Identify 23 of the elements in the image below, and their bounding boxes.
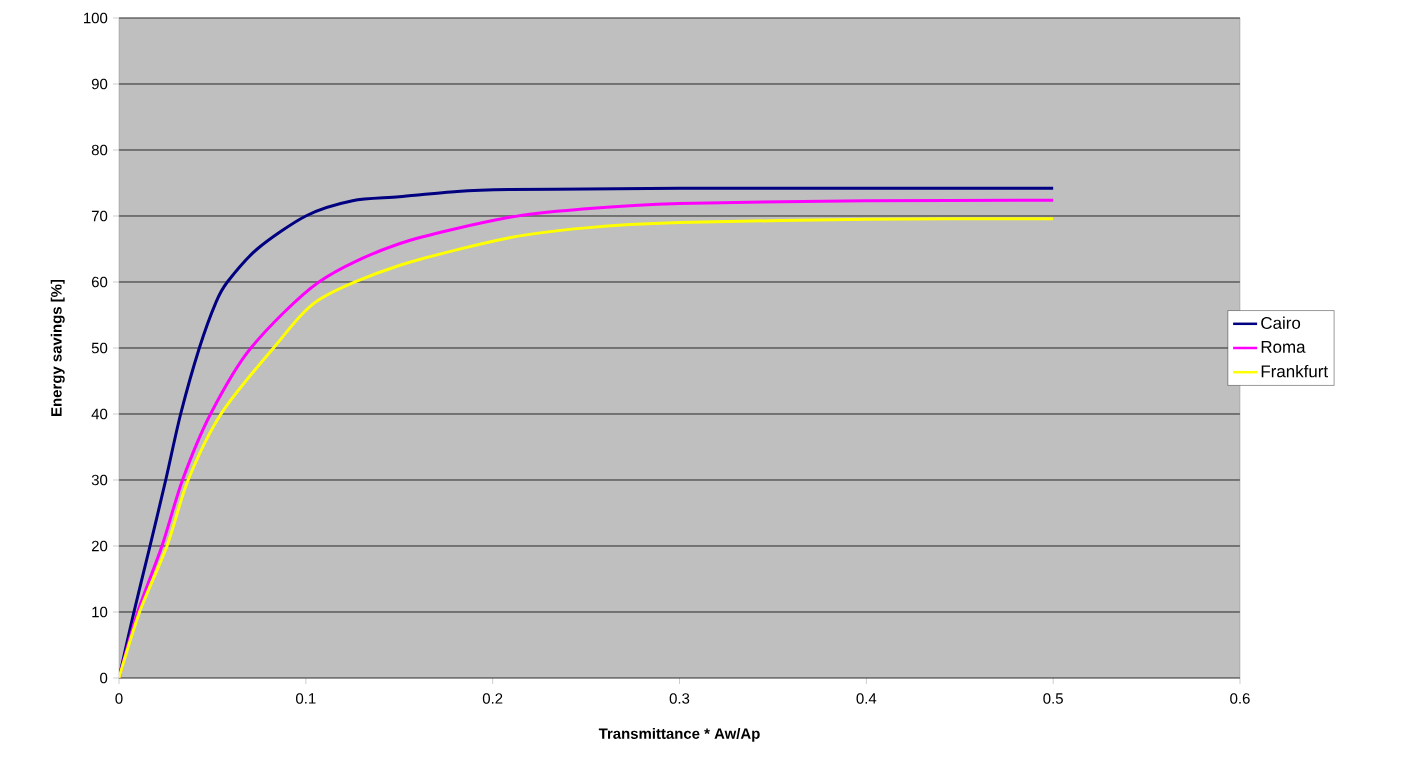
x-axis-title: Transmittance * Aw/Ap	[598, 727, 760, 742]
y-tick-label: 40	[91, 408, 108, 420]
legend-label: Frankfurt	[1261, 364, 1328, 378]
y-tick-label: 60	[91, 276, 108, 288]
x-tick-label: 0.1	[296, 693, 316, 704]
y-tick-label: 100	[84, 12, 108, 24]
x-tick-label: 0.3	[669, 693, 690, 704]
legend-label: Cairo	[1261, 316, 1301, 329]
x-tick-label: 0.5	[1043, 693, 1063, 704]
x-tick-label: 0.4	[856, 693, 877, 704]
y-tick-label: 30	[91, 474, 108, 486]
y-tick-label: 10	[92, 606, 108, 618]
y-tick-label: 80	[91, 144, 108, 156]
x-tick-label: 0	[115, 693, 123, 704]
y-tick-label: 90	[91, 78, 108, 90]
y-tick-label: 70	[91, 210, 108, 222]
legend-label: Roma	[1261, 341, 1306, 353]
x-tick-label: 0.6	[1230, 693, 1250, 704]
y-tick-label: 20	[91, 540, 108, 552]
y-tick-label: 50	[91, 342, 108, 354]
x-tick-label: 0.2	[482, 693, 503, 704]
y-axis-title: Energy savings [%]	[50, 279, 65, 416]
y-tick-label: 0	[100, 672, 108, 684]
